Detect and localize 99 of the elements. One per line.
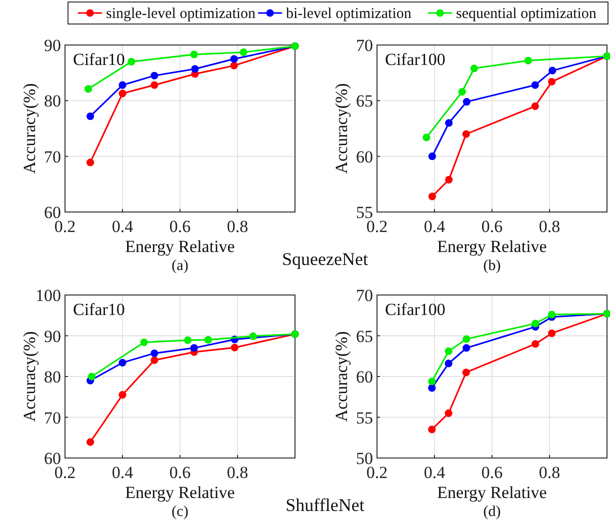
- point: [230, 344, 238, 352]
- point: [458, 88, 466, 96]
- y-tick-label: 90: [44, 326, 61, 346]
- x-tick-label: 0.6: [481, 217, 503, 236]
- y-tick-label: 60: [356, 368, 373, 386]
- point: [444, 409, 452, 417]
- y-tick-label: 80: [44, 92, 61, 111]
- chart-title: Cifar10: [73, 50, 125, 69]
- point: [249, 332, 257, 340]
- y-tick-label: 55: [356, 408, 373, 428]
- point: [240, 48, 248, 56]
- point: [531, 81, 539, 89]
- x-tick-label: 0.6: [169, 463, 191, 482]
- text: (c): [172, 504, 188, 520]
- point: [230, 55, 238, 63]
- chart-title: Cifar100: [385, 50, 446, 69]
- text: SqueezeNet: [282, 249, 368, 269]
- legend-label: bi-level optimization: [286, 6, 412, 22]
- x-tick-label: 0.4: [112, 463, 134, 482]
- point: [428, 426, 436, 434]
- x-tick-label: 0.6: [481, 463, 503, 482]
- point: [190, 50, 198, 58]
- point: [548, 330, 556, 338]
- x-axis-title: Energy Relative: [125, 483, 235, 502]
- point: [531, 102, 539, 110]
- y-tick-label: 70: [356, 36, 373, 55]
- y-tick-label: 65: [356, 326, 373, 346]
- x-tick-label: 0.8: [226, 217, 248, 236]
- point: [548, 310, 556, 318]
- point: [118, 81, 126, 89]
- x-tick-label: 0.8: [226, 463, 248, 482]
- point: [462, 130, 470, 138]
- x-axis-title: Energy Relative: [437, 237, 547, 256]
- text: (a): [172, 258, 188, 274]
- y-tick-label: 70: [356, 286, 373, 305]
- point: [88, 372, 96, 380]
- point: [428, 152, 436, 160]
- point: [150, 72, 158, 80]
- chart-title: Cifar10: [73, 300, 125, 319]
- y-tick-label: 70: [44, 147, 61, 166]
- point: [444, 347, 452, 356]
- x-tick-label: 0.8: [538, 217, 560, 236]
- point: [428, 192, 436, 200]
- point: [86, 438, 94, 446]
- point: [470, 64, 478, 72]
- text: (d): [483, 504, 501, 520]
- chart-title: Cifar100: [385, 300, 446, 319]
- point: [204, 336, 212, 344]
- y-tick-label: 65: [356, 92, 373, 111]
- x-tick-label: 0.6: [169, 217, 191, 236]
- text: (b): [483, 258, 501, 274]
- point: [548, 66, 556, 74]
- point: [422, 134, 430, 142]
- point: [532, 340, 540, 348]
- x-axis-title: Energy Relative: [437, 483, 547, 502]
- point: [118, 358, 126, 366]
- x-axis-title: Energy Relative: [125, 237, 235, 256]
- y-axis-title: Accuracy(%): [20, 331, 39, 422]
- point: [184, 336, 192, 344]
- y-axis-title: Accuracy(%): [332, 83, 351, 174]
- point: [86, 112, 94, 120]
- point: [150, 349, 158, 358]
- legend-label: sequential optimization: [456, 6, 597, 22]
- y-tick-label: 60: [356, 147, 373, 166]
- point: [86, 158, 94, 166]
- x-tick-label: 0.4: [424, 217, 446, 236]
- point: [191, 65, 199, 73]
- y-tick-label: 70: [44, 408, 61, 428]
- point: [444, 360, 452, 368]
- y-axis-title: Accuracy(%): [20, 83, 39, 174]
- point: [445, 119, 453, 127]
- point: [150, 81, 158, 89]
- y-tick-label: 80: [44, 368, 61, 386]
- point: [84, 85, 92, 93]
- point: [118, 90, 126, 98]
- point: [118, 391, 126, 399]
- point: [462, 98, 470, 106]
- point: [548, 78, 556, 86]
- point: [428, 384, 436, 392]
- x-tick-label: 0.8: [538, 463, 560, 482]
- point: [150, 356, 158, 364]
- x-tick-label: 0.4: [112, 217, 134, 236]
- point: [462, 344, 470, 352]
- y-axis-title: Accuracy(%): [332, 331, 351, 422]
- point: [524, 56, 532, 64]
- point: [462, 368, 470, 376]
- point: [128, 58, 136, 66]
- y-tick-label: 100: [36, 286, 61, 305]
- legend-label: single-level optimization: [106, 6, 256, 22]
- point: [462, 335, 470, 343]
- point: [230, 62, 238, 70]
- y-tick-label: 90: [44, 36, 61, 55]
- point: [428, 378, 436, 386]
- point: [445, 176, 453, 184]
- point: [140, 338, 148, 346]
- point: [532, 320, 540, 328]
- point: [190, 344, 198, 352]
- x-tick-label: 0.4: [424, 463, 446, 482]
- text: ShuffleNet: [286, 495, 364, 515]
